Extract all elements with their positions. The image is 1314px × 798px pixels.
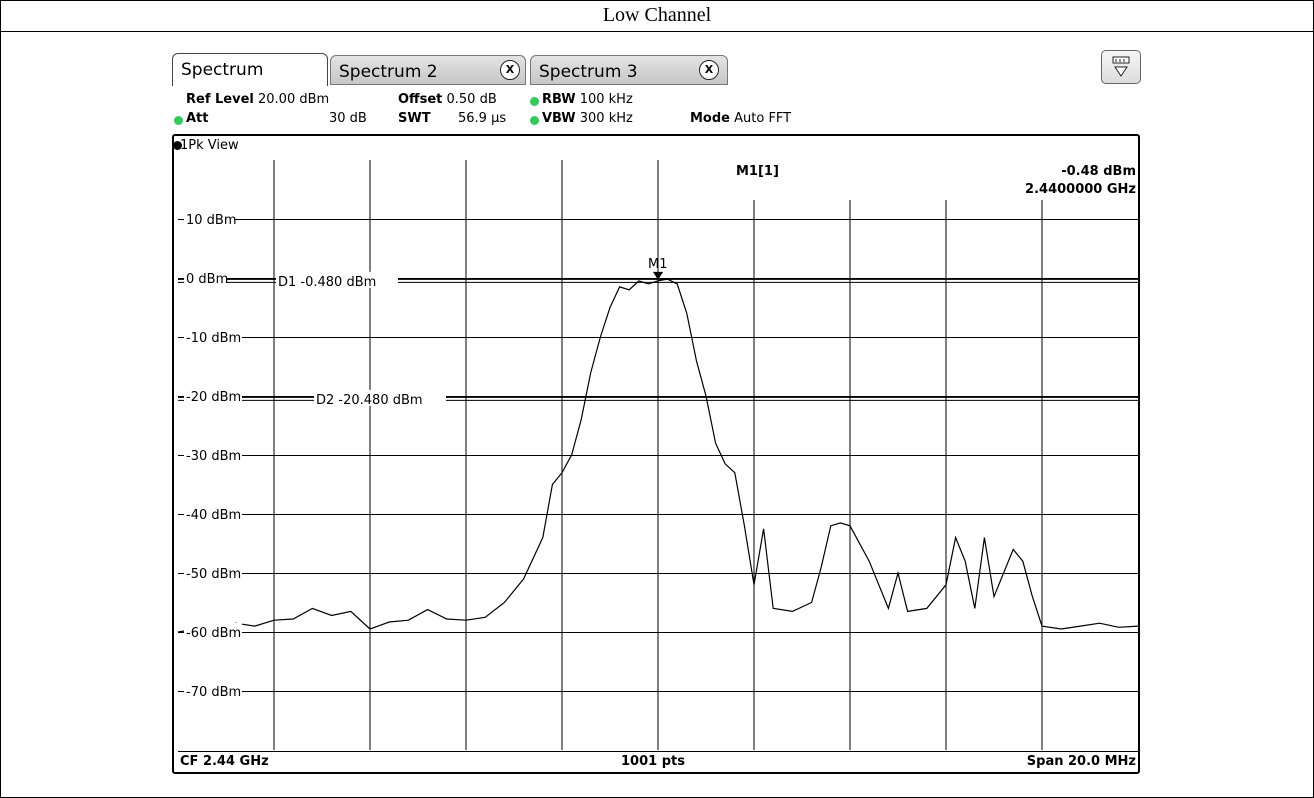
y-tick-label: -70 dBm [186, 685, 241, 700]
y-tick-label-bg [184, 446, 242, 462]
display-line-label-bg [276, 271, 398, 288]
marker-triangle-icon [653, 271, 663, 280]
tab-spectrum-3[interactable]: Spectrum 3 X [530, 55, 728, 85]
y-tick-label-bg [184, 505, 242, 521]
ref-level-value: 20.00 dBm [258, 92, 330, 107]
swt-label: SWT [398, 111, 431, 126]
att-status-led [174, 116, 183, 125]
att-label: Att [186, 111, 209, 126]
caption-row: Low Channel [1, 1, 1313, 32]
mode-label: Mode [690, 111, 730, 126]
tab-spectrum-label: Spectrum [181, 60, 264, 80]
span-value: Span 20.0 MHz [1026, 754, 1136, 769]
display-line-label: D1 -0.480 dBm [278, 275, 376, 290]
y-tick-label: -20 dBm [186, 390, 241, 405]
ref-level-label: Ref Level [186, 92, 254, 107]
tab-spectrum-3-label: Spectrum 3 [539, 62, 638, 82]
marker-readout-label: M1[1] [736, 164, 779, 179]
att-setting[interactable]: Att [186, 111, 209, 126]
tab-spectrum-2[interactable]: Spectrum 2 X [330, 55, 526, 85]
footer-divider [178, 751, 1138, 752]
vbw-value: 300 kHz [579, 111, 633, 126]
sweep-points: 1001 pts [621, 754, 685, 769]
vbw-label: VBW [542, 111, 576, 126]
display-line-label-bg [314, 389, 446, 406]
y-tick-label-bg [184, 564, 242, 580]
display-line-label: D2 -20.480 dBm [316, 393, 423, 408]
trace-view-label: 1Pk View [180, 138, 239, 153]
offset-value: 0.50 dB [446, 92, 497, 107]
rbw-status-led [530, 97, 539, 106]
view-indicator-icon [173, 141, 182, 150]
marker-label: M1 [648, 257, 668, 272]
swt-setting[interactable]: SWT [398, 111, 431, 126]
center-frequency: CF 2.44 GHz [180, 754, 269, 769]
y-tick-label-bg [184, 269, 226, 285]
spectrum-trace [177, 278, 1139, 636]
offset-label: Offset [398, 92, 443, 107]
mode-setting[interactable]: Mode Auto FFT [690, 111, 791, 126]
y-tick-label: 0 dBm [186, 272, 228, 287]
y-tick-label-bg [184, 387, 242, 403]
display-menu-button[interactable] [1101, 50, 1141, 84]
close-tab-icon[interactable]: X [699, 60, 719, 80]
y-tick-label: -10 dBm [186, 331, 241, 346]
rbw-value: 100 kHz [579, 92, 633, 107]
rbw-setting[interactable]: RBW 100 kHz [542, 92, 633, 107]
swt-value: 56.9 µs [458, 111, 507, 126]
y-tick-label: -50 dBm [186, 567, 241, 582]
offset-setting[interactable]: Offset 0.50 dB [398, 92, 497, 107]
window-dropdown-icon [1112, 56, 1130, 77]
y-tick-label-bg [184, 210, 234, 226]
mode-value: Auto FFT [734, 111, 792, 126]
rbw-label: RBW [542, 92, 576, 107]
vbw-setting[interactable]: VBW 300 kHz [542, 111, 633, 126]
y-tick-label: -40 dBm [186, 508, 241, 523]
y-tick-label: -30 dBm [186, 449, 241, 464]
marker-frequency: 2.4400000 GHz [1025, 182, 1136, 197]
spectrum-window [172, 134, 1140, 774]
channel-caption: Low Channel [602, 4, 712, 26]
y-tick-label-bg [184, 682, 242, 698]
marker-level: -0.48 dBm [1061, 164, 1136, 179]
y-tick-label-bg [184, 623, 242, 639]
close-tab-icon[interactable]: X [500, 60, 520, 80]
vbw-status-led [530, 116, 539, 125]
tab-spectrum[interactable]: Spectrum [172, 53, 328, 86]
y-tick-label: -60 dBm [186, 626, 241, 641]
ref-level-setting[interactable]: Ref Level 20.00 dBm [186, 92, 329, 107]
y-tick-label: 10 dBm [186, 213, 237, 228]
tab-spectrum-2-label: Spectrum 2 [339, 62, 438, 82]
att-value: 30 dB [329, 111, 367, 126]
y-tick-label-bg [184, 328, 242, 344]
